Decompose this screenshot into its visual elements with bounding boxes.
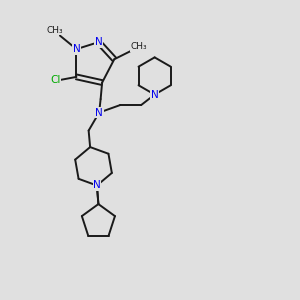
Text: N: N: [151, 90, 158, 100]
Text: N: N: [93, 181, 101, 190]
Text: N: N: [95, 108, 103, 118]
Text: N: N: [95, 37, 103, 47]
Text: N: N: [73, 44, 80, 54]
Text: CH₃: CH₃: [46, 26, 63, 35]
Text: Cl: Cl: [50, 75, 61, 85]
Text: CH₃: CH₃: [130, 42, 147, 51]
